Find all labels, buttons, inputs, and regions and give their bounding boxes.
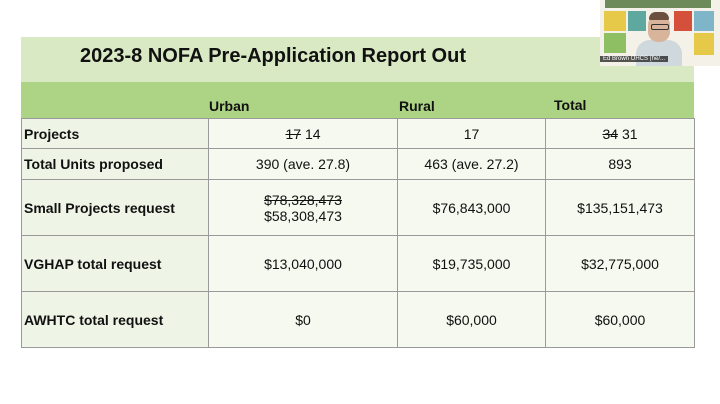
glasses-icon [651,24,669,30]
row-label: Small Projects request [21,179,209,236]
cell-total: $32,775,000 [545,235,695,292]
webcam-video-tile[interactable]: Ed Brown OHCS (he/... [600,0,720,66]
row-label: Total Units proposed [21,148,209,180]
background-block [694,11,714,31]
table-row: Small Projects request $78,328,473 $58,3… [21,179,695,236]
cell-urban: 17 14 [208,118,398,149]
cell-rural: 463 (ave. 27.2) [397,148,546,180]
column-header-total: Total [554,97,587,113]
column-header-band [21,82,694,118]
background-block [604,33,626,53]
struck-value: 17 [285,125,302,142]
table-row: AWHTC total request $0 $60,000 $60,000 [21,291,695,348]
cell-urban: $0 [208,291,398,348]
background-block [604,11,626,31]
participant-head [648,14,670,42]
background-block [674,11,692,31]
row-label: Projects [21,118,209,149]
revised-value: 14 [304,125,321,142]
cell-rural: 17 [397,118,546,149]
table-row: VGHAP total request $13,040,000 $19,735,… [21,235,695,292]
column-header-urban: Urban [209,98,250,114]
struck-value: 34 [602,125,619,142]
cell-rural: $60,000 [397,291,546,348]
cell-total: 893 [545,148,695,180]
table-row: Total Units proposed 390 (ave. 27.8) 463… [21,148,695,180]
participant-body [636,40,682,66]
revised-value: $58,308,473 [264,207,342,224]
background-block [628,11,646,31]
cell-rural: $76,843,000 [397,179,546,236]
column-header-rural: Rural [399,98,435,114]
cell-urban: 390 (ave. 27.8) [208,148,398,180]
cell-rural: $19,735,000 [397,235,546,292]
participant-name-label: Ed Brown OHCS (he/... [600,56,669,62]
participant-hair [649,12,669,20]
report-table: Projects 17 14 17 34 31 Total Units prop… [21,118,695,348]
row-label: VGHAP total request [21,235,209,292]
cell-urban: $78,328,473 $58,308,473 [208,179,398,236]
struck-value: $78,328,473 [264,191,342,208]
cell-total: 34 31 [545,118,695,149]
slide-title: 2023-8 NOFA Pre-Application Report Out [80,45,466,67]
revised-value: 31 [621,125,638,142]
row-label: AWHTC total request [21,291,209,348]
background-block [694,33,714,55]
cell-total: $135,151,473 [545,179,695,236]
title-band [21,37,694,82]
background-roof-graphic [605,0,711,8]
cell-urban: $13,040,000 [208,235,398,292]
table-row: Projects 17 14 17 34 31 [21,118,695,149]
cell-total: $60,000 [545,291,695,348]
